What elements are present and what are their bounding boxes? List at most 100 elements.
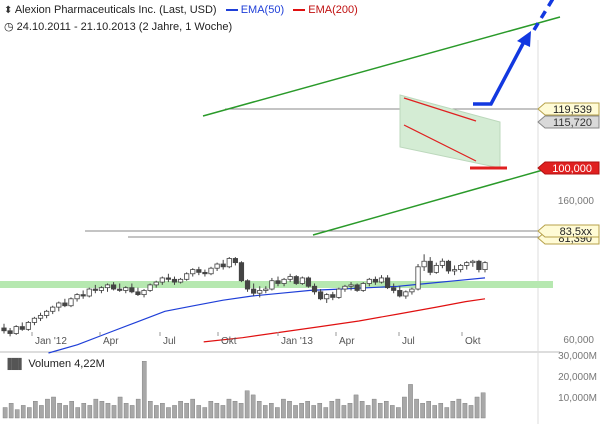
- volume-tick-label: 10,000M: [558, 393, 597, 404]
- volume-bar: [33, 401, 38, 419]
- candle-body: [445, 260, 452, 272]
- volume-bar: [81, 403, 87, 419]
- volume-bar: [45, 398, 50, 419]
- x-tick-label: Okt: [465, 336, 481, 347]
- candle-body: [378, 277, 385, 283]
- candle-body: [415, 266, 421, 290]
- candle-body: [330, 294, 336, 298]
- candle-body: [281, 278, 287, 284]
- volume-bar: [117, 396, 123, 419]
- candle-body: [421, 260, 427, 268]
- candle-body: [208, 267, 214, 275]
- volume-bar: [2, 407, 8, 419]
- candle-body: [44, 310, 50, 316]
- volume-bar: [63, 405, 68, 419]
- candle-body: [7, 330, 13, 334]
- volume-bar: [57, 403, 62, 419]
- x-tick-label: Apr: [339, 336, 355, 347]
- volume-bar: [408, 384, 413, 419]
- candle-body: [293, 276, 299, 284]
- price-tag: [537, 224, 600, 238]
- instrument-title: Alexion Pharmaceuticals Inc. (Last, USD): [14, 4, 217, 16]
- candle-body: [354, 284, 360, 291]
- candle-body: [184, 273, 190, 280]
- volume-bar: [462, 403, 468, 419]
- candle-body: [391, 287, 397, 291]
- projection-dashed-line: [532, 0, 555, 31]
- price-tag-label: 119,539: [553, 104, 592, 116]
- volume-bar: [317, 403, 323, 419]
- candle-body: [104, 284, 111, 289]
- period-label: 24.10.2011 - 21.10.2013 (2 Jahre, 1 Woch…: [16, 21, 233, 33]
- volume-bar: [166, 407, 171, 419]
- candle-body: [366, 278, 372, 284]
- volume-bar: [269, 403, 274, 419]
- candle-body: [458, 265, 464, 270]
- volume-bar: [456, 398, 462, 419]
- volume-header: ▐█▌ Volumen 4,22M: [4, 358, 105, 370]
- volume-bar: [123, 403, 129, 419]
- candle-body: [433, 265, 439, 273]
- volume-bar: [377, 403, 383, 419]
- volume-bar: [27, 407, 32, 419]
- candle-body: [226, 258, 232, 268]
- candle-body: [257, 290, 263, 294]
- candle-body: [196, 269, 202, 273]
- candle-body: [263, 288, 269, 291]
- chevron-icon: ⬍: [4, 5, 13, 16]
- candle-body: [287, 276, 293, 280]
- candle-body: [403, 291, 409, 297]
- projection-arrow-line: [473, 37, 528, 106]
- volume-bar: [196, 405, 202, 419]
- candle-body: [202, 271, 208, 275]
- volume-bar: [450, 401, 456, 419]
- volume-bar: [87, 405, 93, 419]
- candle-body: [153, 281, 159, 286]
- volume-bar: [341, 405, 347, 419]
- candle-body: [159, 277, 165, 283]
- candle-body: [141, 290, 147, 296]
- flag-lower-line: [403, 124, 477, 162]
- candle-body: [19, 326, 25, 330]
- candle-body: [1, 327, 7, 332]
- volume-bar: [93, 398, 99, 419]
- volume-bar: [353, 394, 359, 419]
- channel-lower-line: [312, 167, 551, 236]
- volume-bar: [287, 401, 292, 419]
- volume-bar: [293, 405, 298, 419]
- candle-body: [476, 260, 482, 270]
- price-tag: [537, 161, 600, 175]
- volume-bar: [371, 398, 377, 419]
- clock-icon: ◷: [4, 21, 14, 33]
- volume-bar: [244, 390, 250, 419]
- flag-upper-line: [403, 97, 477, 122]
- volume-bar: [347, 403, 353, 419]
- candle-body: [214, 263, 220, 269]
- candle-body: [299, 277, 305, 284]
- volume-bar: [480, 392, 486, 419]
- volume-bar: [69, 401, 74, 419]
- x-tick-label: Jul: [402, 336, 415, 347]
- volume-bar: [154, 405, 159, 419]
- candle-body: [244, 280, 251, 290]
- x-tick-label: Jan '12: [35, 336, 67, 347]
- candle-body: [251, 288, 257, 294]
- candle-body: [311, 285, 318, 293]
- candle-body: [92, 288, 98, 291]
- price-tag-label: 100,000: [552, 163, 592, 175]
- volume-bar: [311, 405, 316, 419]
- candle-body: [135, 291, 141, 296]
- volume-bar: [365, 405, 371, 419]
- candle-body: [348, 284, 354, 287]
- candle-body: [13, 326, 19, 334]
- volume-bar: [444, 407, 450, 419]
- volume-bar: [275, 407, 280, 419]
- volume-bar: [305, 401, 310, 419]
- flag-area: [399, 94, 501, 169]
- candle-body: [427, 260, 433, 273]
- candle-body: [470, 260, 476, 264]
- candle-body: [318, 291, 324, 300]
- volume-bar: [190, 398, 195, 419]
- candle-body: [165, 277, 171, 280]
- candle-body: [232, 258, 238, 264]
